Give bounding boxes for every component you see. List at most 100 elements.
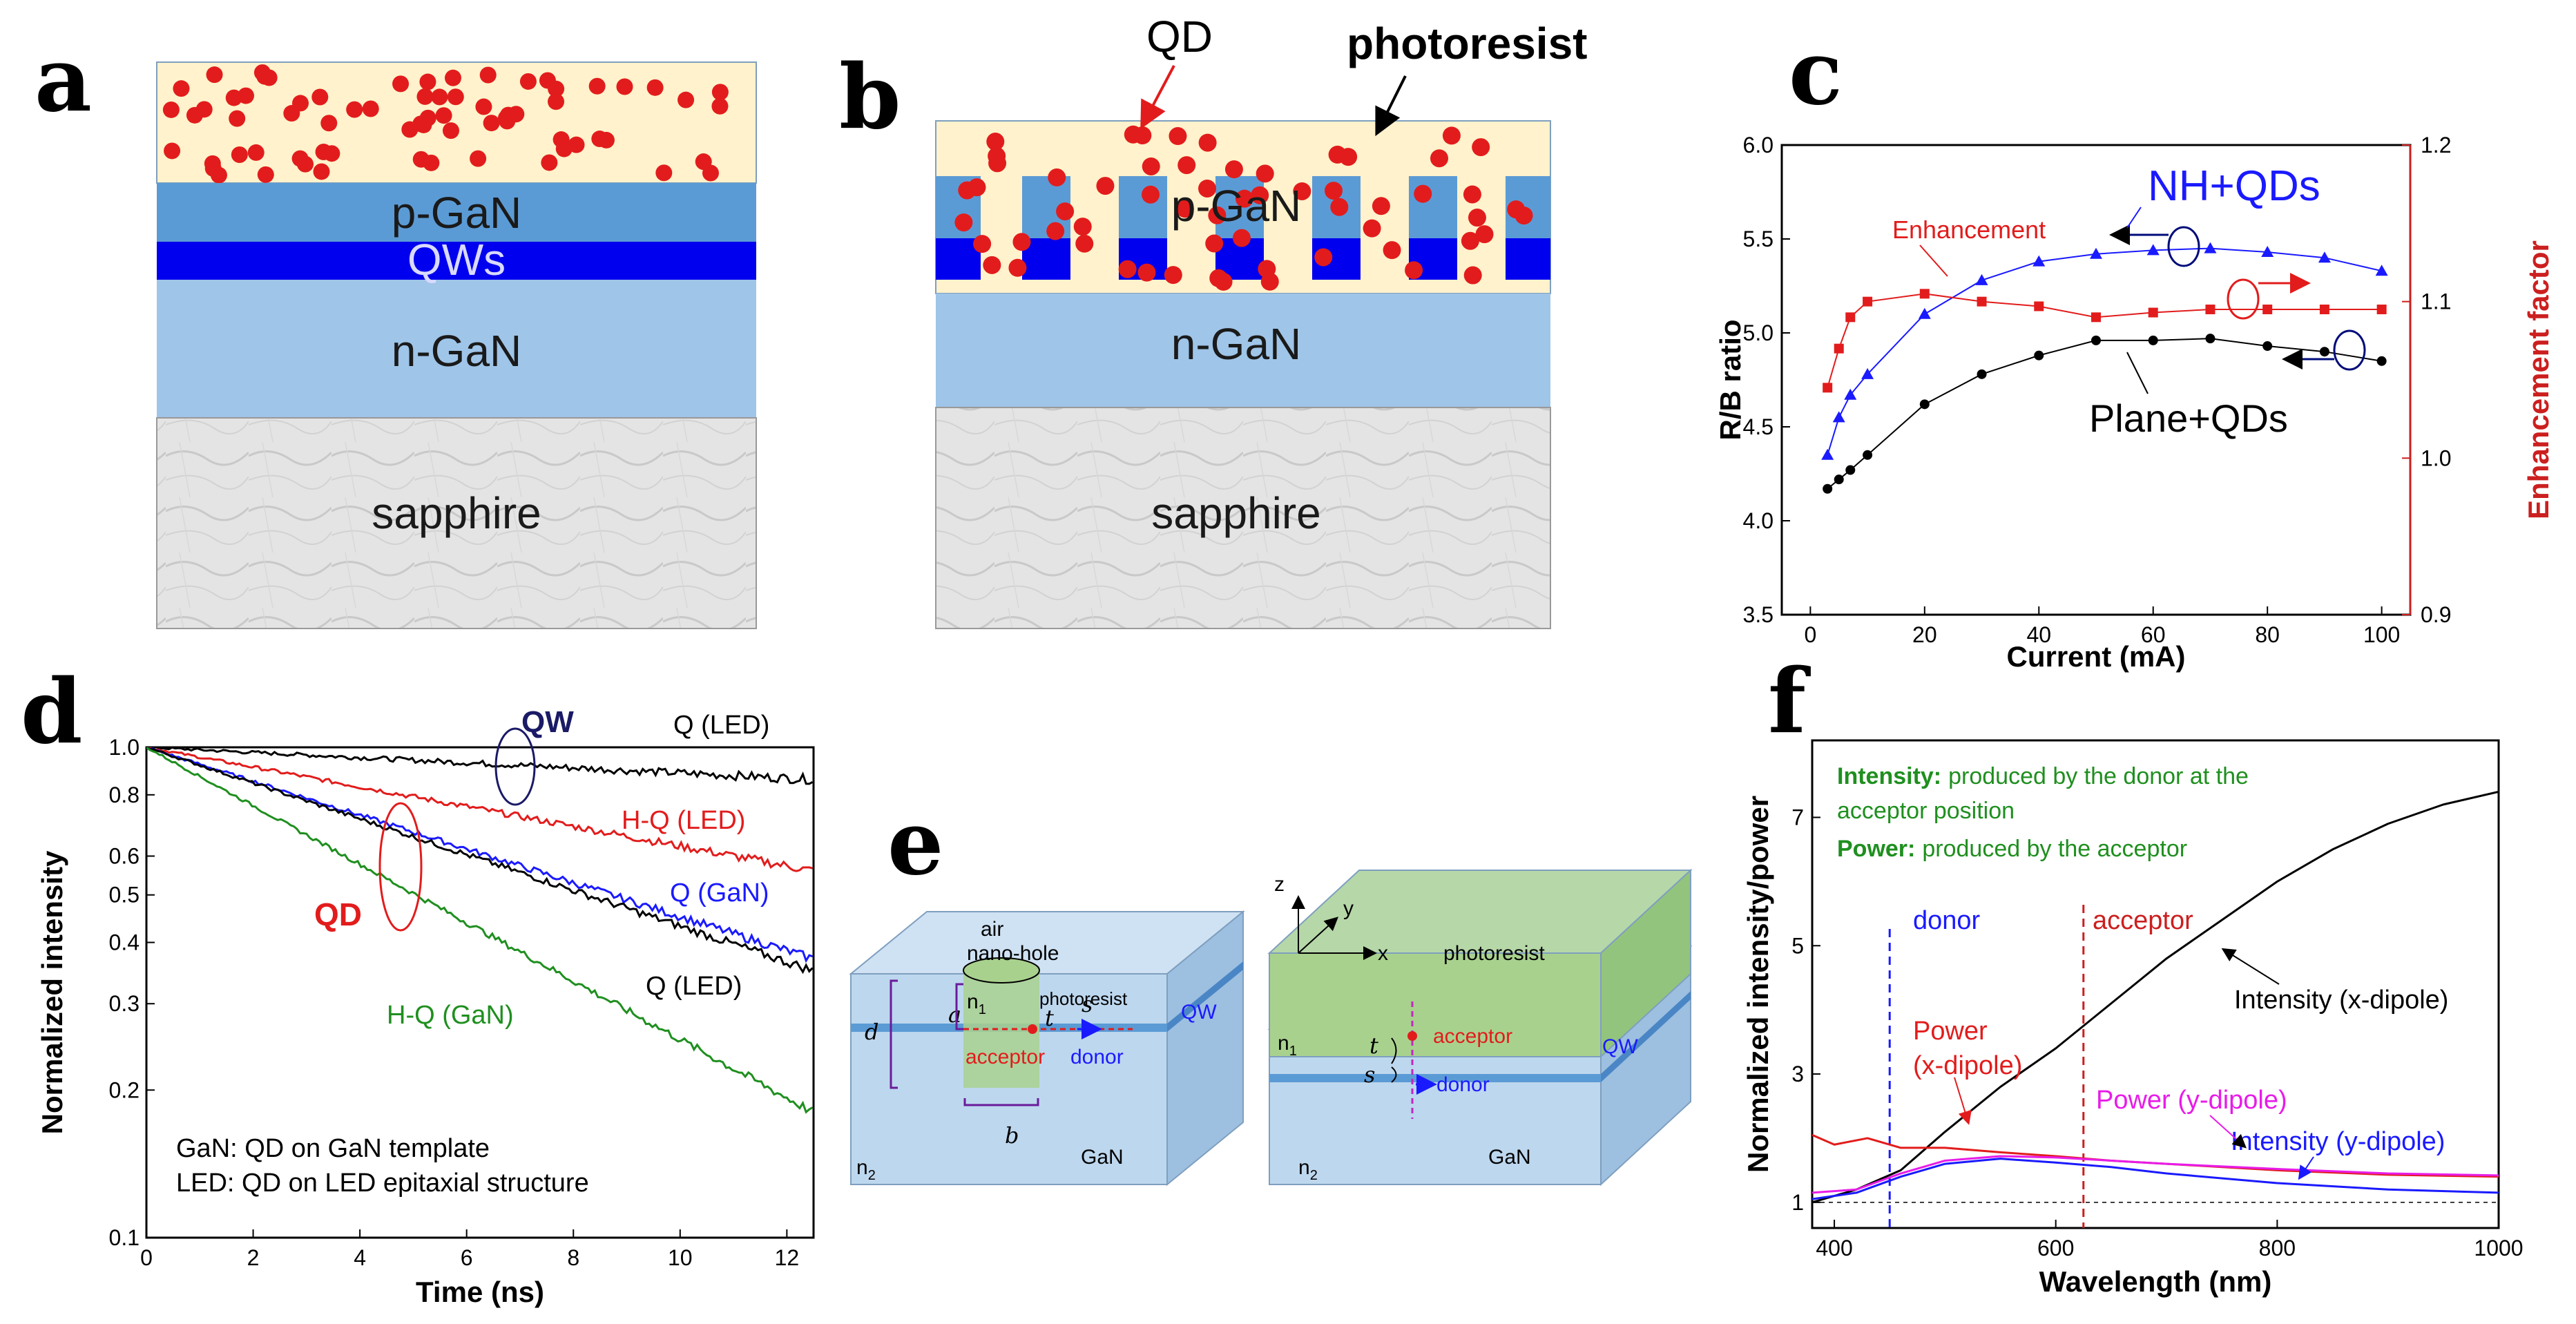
- e-right-n1-sub: 1: [1289, 1044, 1297, 1059]
- f-power-desc: produced by the acceptor: [1922, 836, 2187, 862]
- c-ytick-label: 4.5: [1743, 414, 1774, 439]
- d-series-line: [146, 747, 814, 975]
- c-point: [1823, 383, 1833, 393]
- chart-c-xlabel: Current (mA): [2007, 640, 2186, 673]
- f-xtick-label: 1000: [2474, 1236, 2523, 1260]
- e-right-s: s: [1364, 1062, 1375, 1088]
- qd-dot: [315, 143, 332, 160]
- s-brace: [1391, 1066, 1397, 1083]
- c-point: [2205, 334, 2215, 344]
- c-point: [2376, 305, 2387, 314]
- f-intensity-x-pointer: [2221, 948, 2280, 985]
- e-left-photoresist: photoresist: [1039, 988, 1128, 1009]
- e-right-z: z: [1274, 873, 1285, 896]
- qd-dot: [1208, 206, 1227, 224]
- chart-c-annotation-plane: Plane+QDs: [2089, 396, 2288, 440]
- d-label-qw: QW: [521, 705, 574, 739]
- qd-dot: [695, 153, 712, 171]
- chart-c-ticks: 0 20 40 60 80 100 3.5 4.0 4.5 5.0 5.5 6.0 0.9 1.0 1.1 1…: [1743, 133, 2452, 647]
- qd-dot: [1073, 218, 1092, 236]
- qd-dot: [1414, 184, 1432, 203]
- e-left-gan: GaN: [1081, 1146, 1124, 1169]
- c-point: [1845, 312, 1856, 323]
- e-right-qw: QW: [1602, 1035, 1638, 1058]
- c-point: [2204, 242, 2217, 253]
- panel-label-b: b: [839, 46, 901, 149]
- chart-f-frame: [1811, 739, 2500, 1229]
- pgan-layer: [157, 183, 756, 242]
- c-point: [1975, 274, 1988, 285]
- nano-hole-top: [963, 957, 1040, 984]
- panel-d-chart: 0 2 4 6 8 10 12 1.0 0.8 0.6 0.5 0.4 0.3 0.2 0.1 Time (…: [36, 705, 815, 1308]
- c-point: [1918, 307, 1931, 319]
- qw-layer: [157, 242, 756, 280]
- right-qw-front: [1269, 1074, 1601, 1082]
- d-ytick-label: 0.1: [109, 1225, 140, 1250]
- qd-dot: [591, 131, 608, 148]
- d-series-line: [146, 747, 814, 785]
- qd-dot: [210, 166, 227, 184]
- panel-c-chart: 0 20 40 60 80 100 3.5 4.0 4.5 5.0 5.5 6.0 0.9 1.0 1.1 1…: [1714, 133, 2555, 673]
- qd-dot: [1232, 229, 1251, 247]
- svg-text:n1: n1: [967, 990, 986, 1017]
- f-xtick-label: 400: [1816, 1236, 1852, 1260]
- d-ytick-label: 0.2: [109, 1077, 140, 1102]
- qd-dot: [447, 88, 464, 106]
- qd-dot: [444, 69, 461, 86]
- d-label-q-led-bottom: Q (LED): [646, 972, 742, 1001]
- qd-dot: [588, 77, 606, 95]
- chart-c-frame: [1780, 144, 2412, 616]
- qd-dot: [1048, 168, 1066, 186]
- f-acceptor-label: acceptor: [2093, 906, 2193, 935]
- qd-dot: [479, 66, 497, 84]
- panel-label-f: f: [1768, 650, 1811, 754]
- c-y2tick-label: 1.0: [2421, 445, 2451, 470]
- e-right-x: x: [1378, 942, 1388, 965]
- svg-text:n2: n2: [1298, 1156, 1318, 1183]
- qd-dot: [988, 154, 1007, 173]
- c-point: [2319, 347, 2329, 357]
- f-power-y-pointer: [2209, 1115, 2247, 1149]
- sapphire-layer-b: [935, 407, 1551, 629]
- qd-dot: [1012, 233, 1031, 251]
- pgan-pillar: [1409, 176, 1457, 238]
- qd-dot: [983, 256, 1001, 274]
- photoresist-callout: photoresist: [1347, 19, 1587, 68]
- chart-f-ylabel: Normalized intensity/power: [1742, 796, 1774, 1173]
- a-bracket: [955, 983, 963, 1030]
- f-donor-label: donor: [1913, 906, 1981, 935]
- e-right-n2-sub: 2: [1310, 1168, 1318, 1183]
- c-ytick-label: 4.0: [1743, 508, 1774, 533]
- qd-dot: [1251, 186, 1269, 204]
- qd-dot: [1260, 272, 1279, 291]
- qd-dot: [1463, 185, 1481, 204]
- c-point: [1834, 474, 1844, 485]
- e-left-n2-sub: 2: [868, 1168, 876, 1183]
- c-point: [1919, 289, 1930, 299]
- d-xtick-label: 2: [247, 1245, 260, 1270]
- c-ytick-label: 6.0: [1743, 133, 1774, 157]
- chart-d-xlabel: Time (ns): [416, 1276, 544, 1308]
- f-intensity-desc: produced by the donor at the: [1948, 763, 2249, 789]
- qd-dot: [229, 110, 246, 127]
- chart-c-y2label: Enhancement factor: [2522, 240, 2555, 519]
- qd-dot: [655, 164, 673, 182]
- c-point: [1845, 465, 1856, 475]
- e-left-s: s: [1082, 991, 1093, 1017]
- qd-dot: [677, 91, 695, 108]
- qd-dot: [1468, 209, 1486, 227]
- qd-dot: [1169, 127, 1187, 146]
- d-legend-led: LED: QD on LED epitaxial structure: [176, 1169, 589, 1198]
- qd-dot: [1096, 177, 1115, 195]
- qd-dot: [548, 93, 565, 111]
- e-right-n1: n: [1278, 1032, 1289, 1055]
- sapphire-layer: [156, 417, 757, 629]
- d-ytick-label: 0.5: [109, 883, 140, 908]
- qd-dot: [247, 144, 265, 161]
- d-xtick-label: 12: [775, 1245, 800, 1270]
- f-power-x-pointer: [1954, 1077, 1972, 1125]
- left-qw-side: [1167, 961, 1243, 1032]
- chart-d-ylabel: Normalized intensity: [36, 850, 68, 1134]
- pgan-label: p-GaN: [392, 188, 522, 238]
